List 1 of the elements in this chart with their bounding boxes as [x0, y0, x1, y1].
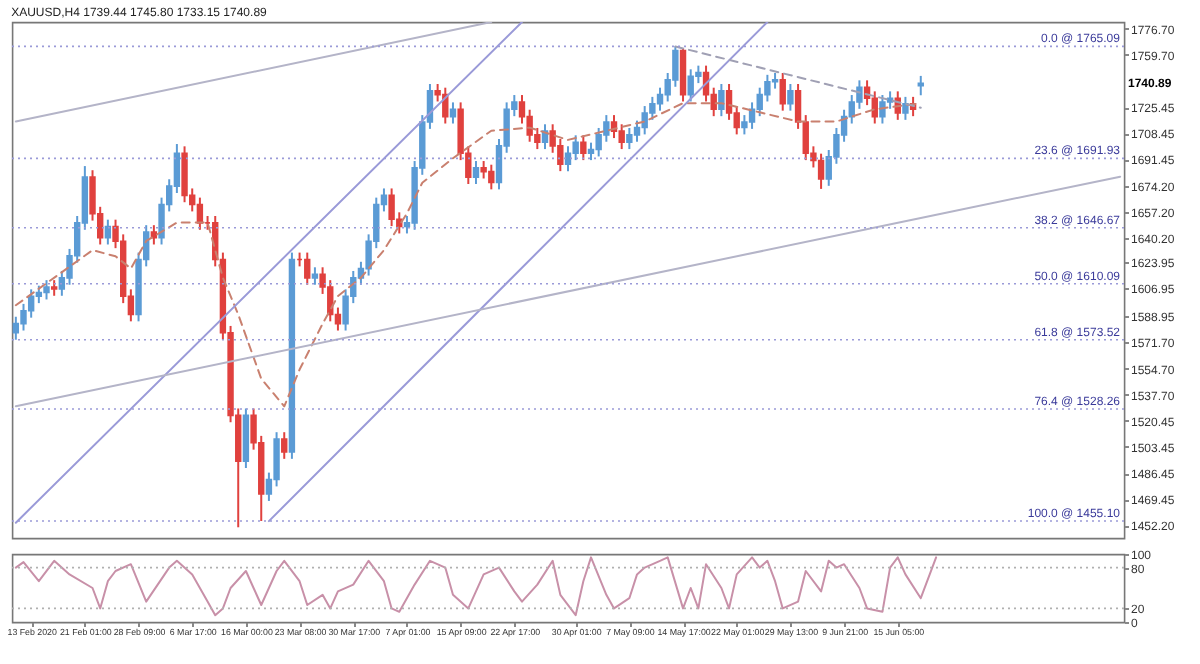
line-series — [14, 556, 938, 617]
